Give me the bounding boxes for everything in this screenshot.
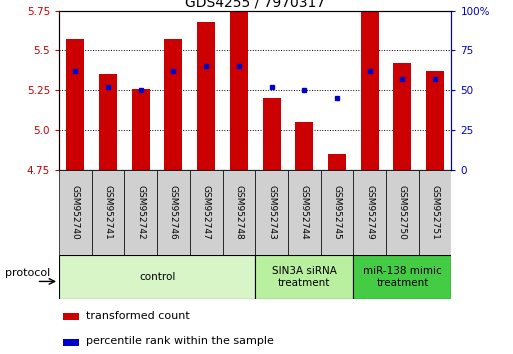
Bar — [295, 122, 313, 170]
Text: GSM952741: GSM952741 — [104, 185, 112, 240]
Text: GSM952747: GSM952747 — [202, 185, 211, 240]
Bar — [419, 170, 451, 255]
Bar — [99, 74, 117, 170]
Text: transformed count: transformed count — [87, 310, 190, 321]
Bar — [353, 255, 451, 299]
Bar — [353, 170, 386, 255]
Text: miR-138 mimic
treatment: miR-138 mimic treatment — [363, 266, 442, 288]
Bar — [132, 89, 150, 170]
Bar — [190, 170, 223, 255]
Text: control: control — [139, 272, 175, 282]
Bar — [328, 154, 346, 170]
Bar — [197, 22, 215, 170]
Bar — [288, 170, 321, 255]
Text: GSM952746: GSM952746 — [169, 185, 178, 240]
Bar — [321, 170, 353, 255]
Bar — [66, 39, 84, 170]
Text: SIN3A siRNA
treatment: SIN3A siRNA treatment — [272, 266, 337, 288]
Bar — [92, 170, 125, 255]
Bar — [255, 170, 288, 255]
Bar — [393, 63, 411, 170]
Bar — [263, 98, 281, 170]
Bar — [124, 170, 157, 255]
Text: GSM952744: GSM952744 — [300, 185, 309, 240]
Text: GSM952743: GSM952743 — [267, 185, 276, 240]
Text: GSM952751: GSM952751 — [430, 185, 440, 240]
Bar — [63, 313, 78, 320]
Text: GSM952745: GSM952745 — [332, 185, 342, 240]
Text: GSM952742: GSM952742 — [136, 185, 145, 240]
Bar — [165, 39, 183, 170]
Bar — [361, 11, 379, 170]
Title: GDS4255 / 7970317: GDS4255 / 7970317 — [185, 0, 325, 10]
Bar — [59, 255, 255, 299]
Text: GSM952740: GSM952740 — [71, 185, 80, 240]
Bar — [63, 339, 78, 346]
Bar — [223, 170, 255, 255]
Text: GSM952749: GSM952749 — [365, 185, 374, 240]
Text: GSM952748: GSM952748 — [234, 185, 243, 240]
Bar — [426, 71, 444, 170]
Text: percentile rank within the sample: percentile rank within the sample — [87, 336, 274, 346]
Bar — [255, 255, 353, 299]
Text: protocol: protocol — [5, 268, 50, 278]
Bar — [157, 170, 190, 255]
Bar — [230, 11, 248, 170]
Bar — [59, 170, 92, 255]
Bar — [386, 170, 419, 255]
Text: GSM952750: GSM952750 — [398, 185, 407, 240]
